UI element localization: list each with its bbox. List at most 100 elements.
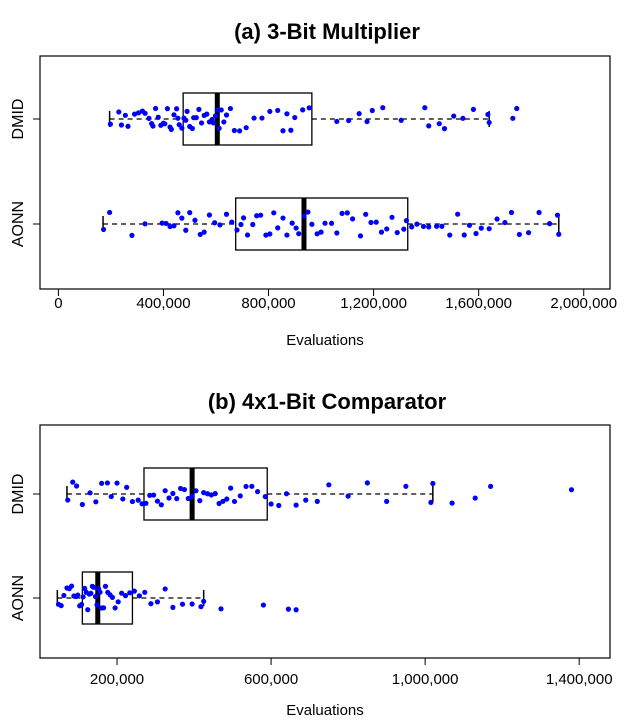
data-point-b-aonn xyxy=(85,607,90,612)
x-tick-label-a-4: 1,600,000 xyxy=(445,295,512,312)
data-point-a-aonn xyxy=(258,213,263,218)
data-point-b-aonn xyxy=(132,589,137,594)
data-point-b-dmid xyxy=(284,491,289,496)
data-point-a-dmid xyxy=(514,106,519,111)
panel-b: (b) 4x1-Bit Comparator 200,000 600,000 1,0… xyxy=(10,389,613,719)
data-point-a-dmid xyxy=(142,111,147,116)
data-point-a-dmid xyxy=(123,113,128,118)
data-point-b-dmid xyxy=(182,487,187,492)
data-point-a-aonn xyxy=(309,222,314,227)
data-point-b-dmid xyxy=(166,495,171,500)
data-point-a-dmid xyxy=(267,109,272,114)
data-point-b-dmid xyxy=(315,499,320,504)
data-point-a-dmid xyxy=(380,105,385,110)
data-point-a-aonn xyxy=(175,210,180,215)
data-point-a-aonn xyxy=(455,212,460,217)
data-point-a-dmid xyxy=(224,112,229,117)
data-point-a-dmid xyxy=(284,111,289,116)
data-point-a-aonn xyxy=(339,211,344,216)
x-tick-label-a-1: 400,000 xyxy=(136,295,190,312)
data-point-a-dmid xyxy=(280,128,285,133)
data-point-b-dmid xyxy=(93,499,98,504)
data-point-b-aonn xyxy=(127,590,132,595)
box-a-dmid xyxy=(183,93,312,145)
x-tick-label-a-3: 1,200,000 xyxy=(340,295,407,312)
data-point-a-aonn xyxy=(409,224,414,229)
data-point-a-aonn xyxy=(207,212,212,217)
data-point-b-dmid xyxy=(232,499,237,504)
data-point-b-aonn xyxy=(294,607,299,612)
data-point-b-dmid xyxy=(449,500,454,505)
data-point-b-dmid xyxy=(151,492,156,497)
panel-a: (a) 3-Bit Multiplier 0 400,000 800,000 1,20… xyxy=(10,19,617,349)
data-point-b-aonn xyxy=(123,593,128,598)
data-point-a-aonn xyxy=(267,231,272,236)
data-point-a-aonn xyxy=(395,230,400,235)
data-point-a-dmid xyxy=(174,106,179,111)
data-point-b-dmid xyxy=(124,485,129,490)
data-point-a-aonn xyxy=(275,225,280,230)
data-point-b-aonn xyxy=(88,591,93,596)
x-axis-title-a: Evaluations xyxy=(286,332,364,349)
data-point-b-dmid xyxy=(403,484,408,489)
data-point-b-dmid xyxy=(569,487,574,492)
data-point-a-aonn xyxy=(526,230,531,235)
data-point-b-dmid xyxy=(143,501,148,506)
data-point-b-dmid xyxy=(268,501,273,506)
data-point-a-dmid xyxy=(217,126,222,131)
data-point-a-aonn xyxy=(294,225,299,230)
data-point-a-aonn xyxy=(414,222,419,227)
data-point-a-dmid xyxy=(204,112,209,117)
data-point-a-aonn xyxy=(467,223,472,228)
data-point-b-aonn xyxy=(190,601,195,606)
data-point-a-dmid xyxy=(211,120,216,125)
data-point-b-dmid xyxy=(243,484,248,489)
data-point-b-dmid xyxy=(224,496,229,501)
data-point-a-dmid xyxy=(399,118,404,123)
data-point-b-dmid xyxy=(130,499,135,504)
data-point-a-aonn xyxy=(487,226,492,231)
data-point-b-dmid xyxy=(120,496,125,501)
data-point-a-aonn xyxy=(401,227,406,232)
data-point-a-dmid xyxy=(442,126,447,131)
data-point-b-dmid xyxy=(190,494,195,499)
x-tick-label-a-2: 800,000 xyxy=(241,295,295,312)
data-point-a-aonn xyxy=(547,221,552,226)
data-point-a-aonn xyxy=(374,220,379,225)
data-point-b-dmid xyxy=(197,498,202,503)
data-point-a-dmid xyxy=(232,128,237,133)
data-point-b-aonn xyxy=(116,599,121,604)
data-point-b-dmid xyxy=(249,484,254,489)
data-point-b-aonn xyxy=(113,605,118,610)
data-point-a-dmid xyxy=(300,107,305,112)
data-point-a-dmid xyxy=(184,109,189,114)
data-point-a-aonn xyxy=(290,221,295,226)
data-point-a-aonn xyxy=(234,227,239,232)
data-point-a-dmid xyxy=(292,115,297,120)
data-point-a-dmid xyxy=(485,112,490,117)
data-point-b-dmid xyxy=(303,498,308,503)
data-point-b-aonn xyxy=(59,603,64,608)
data-point-a-aonn xyxy=(363,212,368,217)
data-point-a-dmid xyxy=(156,115,161,120)
data-point-a-aonn xyxy=(379,230,384,235)
category-label-a-dmid: DMID xyxy=(10,99,27,140)
data-point-a-aonn xyxy=(509,210,514,215)
data-point-b-aonn xyxy=(69,583,74,588)
data-point-a-dmid xyxy=(179,126,184,131)
plot-frame-a xyxy=(40,56,610,289)
data-point-b-aonn xyxy=(142,590,147,595)
data-point-a-aonn xyxy=(329,221,334,226)
data-point-a-aonn xyxy=(280,215,285,220)
data-point-a-aonn xyxy=(536,210,541,215)
data-point-a-dmid xyxy=(175,116,180,121)
chart-title-a: (a) 3-Bit Multiplier xyxy=(234,19,420,44)
data-point-a-aonn xyxy=(358,233,363,238)
data-point-a-aonn xyxy=(217,222,222,227)
data-point-a-dmid xyxy=(165,106,170,111)
data-point-a-aonn xyxy=(345,210,350,215)
data-point-a-aonn xyxy=(212,220,217,225)
data-point-a-dmid xyxy=(228,106,233,111)
data-point-a-aonn xyxy=(517,232,522,237)
